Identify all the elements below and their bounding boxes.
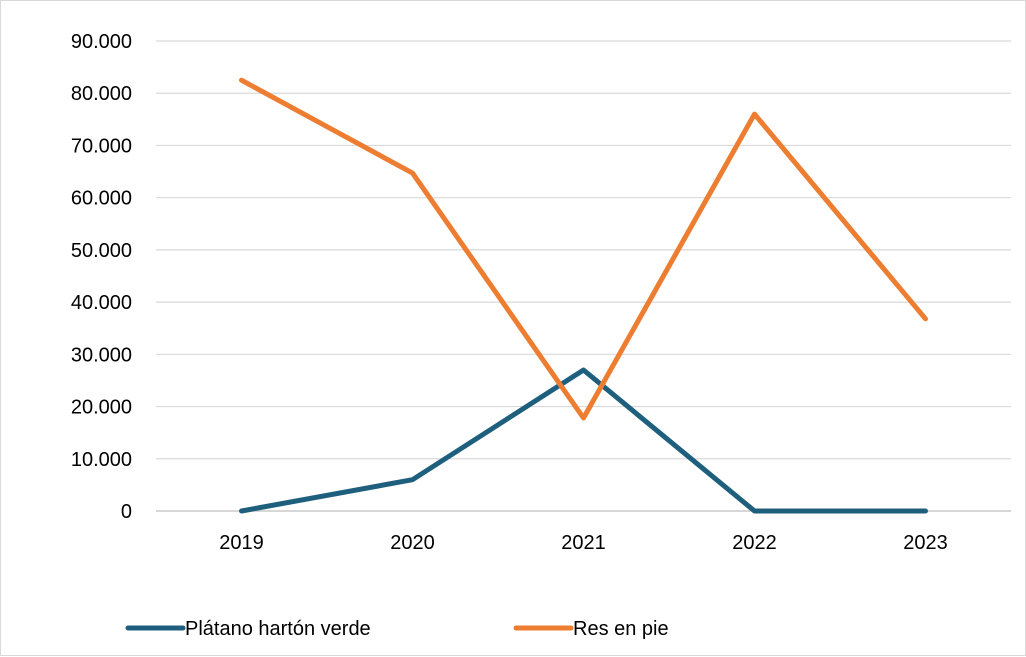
y-tick-label: 70.000 bbox=[71, 135, 132, 157]
x-tick-label: 2021 bbox=[561, 532, 606, 554]
y-tick-label: 30.000 bbox=[71, 344, 132, 366]
x-tick-label: 2020 bbox=[390, 532, 435, 554]
series-line-1 bbox=[239, 367, 928, 514]
y-axis-tick-labels: 0 10.000 20.000 30.000 40.000 50.000 60.000 70.… bbox=[71, 31, 132, 523]
legend-label: Plátano hartón verde bbox=[185, 618, 371, 640]
y-tick-label: 20.000 bbox=[71, 397, 132, 419]
y-tick-label: 40.000 bbox=[71, 292, 132, 314]
y-tick-label: 10.000 bbox=[71, 449, 132, 471]
x-tick-label: 2022 bbox=[732, 532, 777, 554]
y-tick-label: 0 bbox=[121, 501, 132, 523]
y-tick-label: 60.000 bbox=[71, 188, 132, 210]
series-line-2 bbox=[239, 77, 928, 421]
x-axis-tick-labels: 2019 2020 2021 2022 2023 bbox=[219, 532, 948, 554]
x-tick-label: 2019 bbox=[219, 532, 264, 554]
x-tick-label: 2023 bbox=[903, 532, 948, 554]
series-lines bbox=[239, 77, 928, 514]
y-tick-label: 50.000 bbox=[71, 240, 132, 262]
legend: Plátano hartón verde Res en pie bbox=[125, 618, 669, 640]
gridlines bbox=[156, 40, 1011, 512]
legend-label: Res en pie bbox=[573, 618, 669, 640]
y-tick-label: 80.000 bbox=[71, 83, 132, 105]
y-tick-label: 90.000 bbox=[71, 31, 132, 53]
